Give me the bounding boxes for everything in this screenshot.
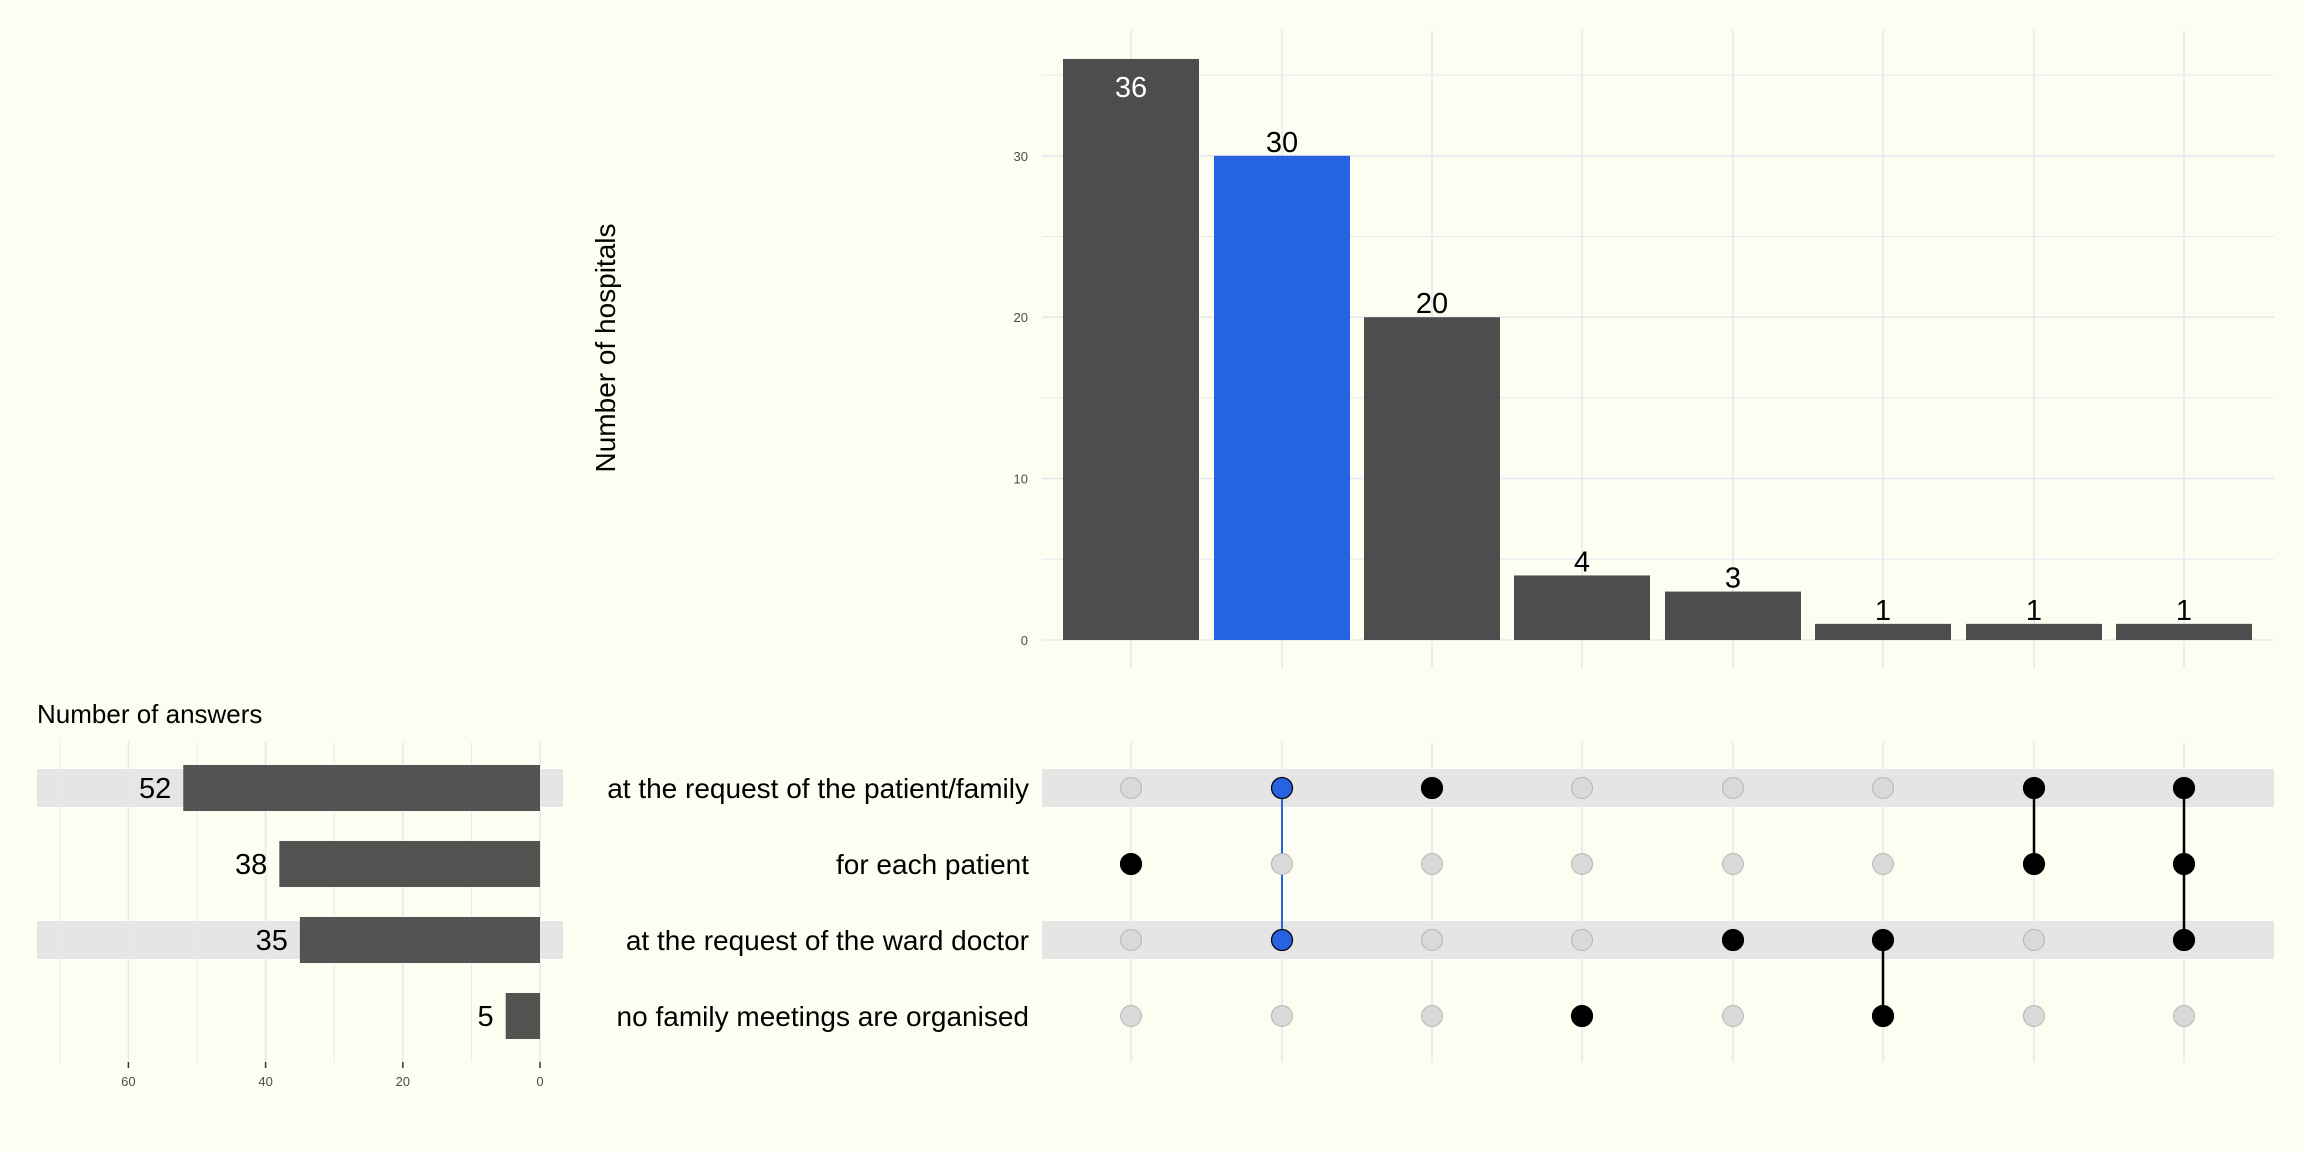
bar-value-label: 1	[2176, 595, 2192, 627]
matrix-dot-inactive	[1571, 853, 1593, 875]
matrix-dot-active	[2022, 852, 2046, 876]
set-size-bar	[505, 993, 540, 1039]
bar-value-label: 36	[1115, 72, 1147, 104]
combination-matrix	[1119, 776, 2196, 1028]
x-tick-label: 0	[536, 1074, 543, 1089]
matrix-dot-inactive	[1722, 777, 1744, 799]
matrix-dot-inactive	[1271, 853, 1293, 875]
intersection-bar	[1364, 317, 1500, 640]
matrix-dot-inactive	[1120, 777, 1142, 799]
set-names: at the request of the patient/family for …	[607, 773, 1029, 1032]
matrix-dot-active	[1871, 1004, 1895, 1028]
matrix-dot-inactive	[1421, 853, 1443, 875]
bar-value-label: 3	[1725, 563, 1741, 595]
set-size-bar	[299, 917, 540, 963]
intersection-bar	[1214, 155, 1350, 641]
matrix-dot-active	[1721, 928, 1745, 952]
y-tick-label: 20	[1014, 310, 1028, 325]
matrix-dot-inactive	[1872, 777, 1894, 799]
matrix-dot-inactive	[2023, 929, 2045, 951]
matrix-dot-active	[2022, 776, 2046, 800]
intersection-bar	[1665, 591, 1801, 640]
bar-value-label: 4	[1574, 546, 1590, 578]
set-size-bar	[279, 841, 540, 887]
x-tick-label: 60	[121, 1074, 135, 1089]
matrix-dot-inactive	[1872, 853, 1894, 875]
matrix-dot-inactive	[1571, 929, 1593, 951]
intersection-bar	[1514, 575, 1650, 640]
matrix-dot-inactive	[1421, 1005, 1443, 1027]
set-size-x-ticks: 60 40 20 0	[121, 1062, 544, 1089]
set-size-value-label: 35	[256, 925, 288, 957]
matrix-row-stripe	[1042, 921, 2274, 959]
set-name-label: for each patient	[836, 849, 1029, 880]
bar-value-label: 1	[1875, 595, 1891, 627]
x-tick-label: 20	[396, 1074, 410, 1089]
bar-value-label: 1	[2026, 595, 2042, 627]
y-tick-label: 0	[1021, 633, 1028, 648]
x-tick-label: 40	[258, 1074, 272, 1089]
set-size-value-label: 52	[139, 773, 171, 805]
matrix-dot-inactive	[1722, 853, 1744, 875]
set-name-label: no family meetings are organised	[617, 1001, 1029, 1032]
intersection-bar-labels: 36 30 20 4 3 1 1 1	[1115, 72, 2192, 627]
intersection-bar	[2116, 623, 2252, 640]
intersection-y-ticks: 0 10 20 30	[1014, 149, 1028, 648]
matrix-dot-inactive	[1722, 1005, 1744, 1027]
intersection-bar	[1966, 623, 2102, 640]
set-size-value-label: 38	[235, 849, 267, 881]
bar-value-label: 20	[1416, 288, 1448, 320]
matrix-row-stripe	[1042, 769, 2274, 807]
y-tick-label: 30	[1014, 149, 1028, 164]
matrix-dot-active	[1270, 928, 1294, 952]
y-axis-title: Number of hospitals	[590, 223, 621, 472]
matrix-dot-active	[1420, 776, 1444, 800]
intersection-bars	[1063, 58, 2252, 641]
set-size-labels: 52 38 35 5	[139, 773, 494, 1033]
set-size-bars	[183, 765, 540, 1039]
set-name-label: at the request of the patient/family	[607, 773, 1029, 804]
matrix-dot-active	[1119, 852, 1143, 876]
matrix-dot-inactive	[1120, 1005, 1142, 1027]
matrix-dot-active	[2172, 928, 2196, 952]
set-size-bar	[183, 765, 540, 811]
intersection-bar	[1063, 58, 1199, 640]
set-name-label: at the request of the ward doctor	[626, 925, 1029, 956]
matrix-dot-inactive	[1421, 929, 1443, 951]
set-size-title: Number of answers	[37, 699, 262, 729]
matrix-dot-inactive	[2023, 1005, 2045, 1027]
matrix-dot-inactive	[2173, 1005, 2195, 1027]
matrix-dot-inactive	[1571, 777, 1593, 799]
bar-value-label: 30	[1266, 127, 1298, 159]
matrix-dot-inactive	[1120, 929, 1142, 951]
intersection-bar	[1815, 623, 1951, 640]
matrix-dot-active	[1570, 1004, 1594, 1028]
y-tick-label: 10	[1014, 472, 1028, 487]
matrix-dot-active	[2172, 776, 2196, 800]
matrix-dot-active	[1871, 928, 1895, 952]
set-size-value-label: 5	[478, 1001, 494, 1033]
matrix-dot-inactive	[1271, 1005, 1293, 1027]
matrix-dot-active	[2172, 852, 2196, 876]
matrix-dot-active	[1270, 776, 1294, 800]
